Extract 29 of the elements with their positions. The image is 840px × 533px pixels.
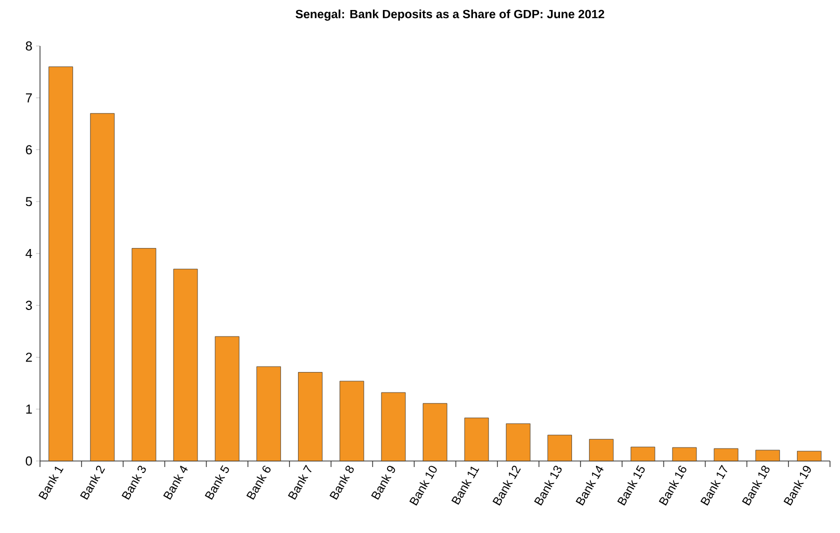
y-tick-label: 1: [26, 404, 32, 414]
bar: [256, 366, 281, 462]
bar: [132, 248, 156, 462]
y-tick-label: 8: [26, 41, 32, 51]
bar: [755, 450, 780, 462]
y-tick-label: 2: [26, 352, 32, 362]
bar: [672, 447, 697, 462]
bar: [381, 392, 406, 462]
y-tick-label: 5: [26, 197, 32, 206]
y-tick-label: 6: [26, 145, 32, 154]
bar: [173, 268, 198, 462]
bar: [340, 380, 364, 462]
y-tick-label: 7: [26, 93, 32, 102]
y-tick-label: 0: [26, 456, 32, 466]
bar: [422, 403, 448, 462]
bar: [797, 450, 822, 462]
bar: [214, 336, 240, 462]
chart-title: Senegal: Bank Deposits as a Share of GDP: June 2012: [296, 10, 604, 21]
bar: [464, 418, 489, 462]
bar: [506, 423, 530, 462]
bar: [714, 448, 738, 462]
bar: [90, 113, 115, 462]
y-tick-label: 3: [26, 300, 32, 310]
y-tick-label: 4: [26, 249, 32, 258]
bar: [48, 66, 73, 462]
bar: [630, 446, 656, 462]
bar: [589, 439, 614, 462]
bar: [548, 434, 572, 462]
bar: [298, 372, 322, 462]
